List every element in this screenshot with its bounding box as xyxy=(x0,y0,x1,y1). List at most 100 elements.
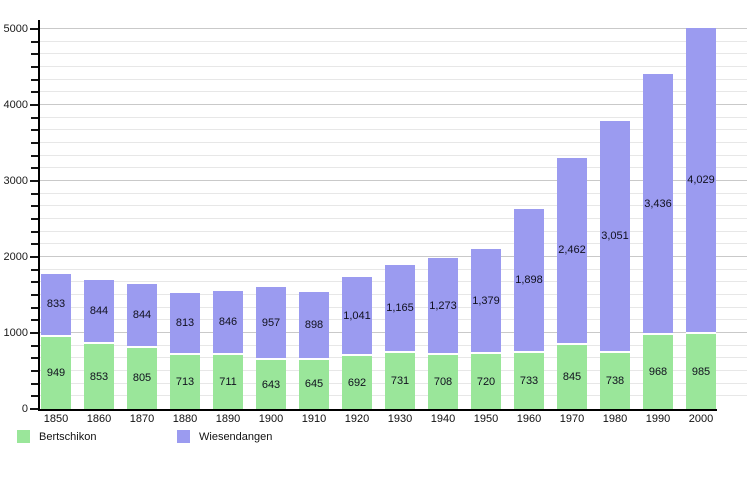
y-tick xyxy=(31,142,38,144)
legend-item-wiesendangen: Wiesendangen xyxy=(177,430,272,443)
y-tick xyxy=(31,306,38,309)
segment-bertschikon-1890: 711 xyxy=(213,354,243,409)
segment-bertschikon-1850: 949 xyxy=(41,336,71,409)
segment-bertschikon-1870: 805 xyxy=(127,347,157,409)
value-label-wiesendangen: 813 xyxy=(175,316,195,329)
y-tick xyxy=(31,78,38,81)
value-label-bertschikon: 708 xyxy=(433,376,453,389)
segment-bertschikon-1990: 968 xyxy=(643,335,673,409)
gridline-minor xyxy=(40,142,747,143)
segment-wiesendangen-1980: 3,051 xyxy=(600,121,630,353)
y-tick xyxy=(30,332,38,334)
segment-wiesendangen-1860: 844 xyxy=(84,280,114,345)
x-axis-label-1900: 1900 xyxy=(258,413,284,425)
gridline-minor xyxy=(40,40,747,42)
segment-bertschikon-1960: 733 xyxy=(514,353,544,409)
segment-wiesendangen-1990: 3,436 xyxy=(643,74,673,336)
x-axis-labels: 1850 1860 1870 1880 1890 1900 1910 1920 1930 1940… xyxy=(40,413,717,425)
value-label-bertschikon: 713 xyxy=(175,375,195,388)
segment-wiesendangen-1920: 1,041 xyxy=(342,277,372,357)
y-axis-label: 2000 xyxy=(3,251,28,263)
y-tick xyxy=(31,66,38,68)
value-label-bertschikon: 720 xyxy=(476,375,496,388)
y-tick xyxy=(30,256,38,258)
bar-2000: 4,029 985 xyxy=(686,27,716,409)
value-label-bertschikon: 805 xyxy=(132,372,152,385)
y-tick xyxy=(31,40,38,43)
x-axis-label-1950: 1950 xyxy=(473,413,499,425)
y-tick xyxy=(31,154,38,157)
legend-item-bertschikon: Bertschikon xyxy=(17,430,96,443)
bar-1950: 1,379 720 xyxy=(471,249,501,409)
gridline-major xyxy=(40,28,747,29)
value-label-bertschikon: 643 xyxy=(261,378,281,391)
value-label-bertschikon: 949 xyxy=(46,366,66,379)
bar-1890: 846 711 xyxy=(213,290,243,409)
value-label-wiesendangen: 1,898 xyxy=(515,274,543,287)
bar-1970: 2,462 845 xyxy=(557,157,587,409)
legend-label-wiesendangen: Wiesendangen xyxy=(199,430,273,443)
y-tick xyxy=(31,53,38,56)
x-axis-label-1870: 1870 xyxy=(129,413,155,425)
segment-wiesendangen-1870: 844 xyxy=(127,283,157,348)
segment-wiesendangen-1970: 2,462 xyxy=(557,157,587,345)
gridline-minor xyxy=(40,243,747,245)
y-axis-labels: 0 1000 2000 3000 4000 5000 xyxy=(0,20,30,415)
gridline-minor xyxy=(40,53,747,55)
wiesendangen-swatch-icon xyxy=(177,430,190,443)
y-tick xyxy=(30,180,38,182)
y-tick xyxy=(31,230,38,233)
gridline-major xyxy=(40,104,747,105)
y-tick xyxy=(31,129,38,132)
gridline-minor xyxy=(40,218,747,219)
segment-bertschikon-1860: 853 xyxy=(84,344,114,409)
value-label-wiesendangen: 833 xyxy=(46,298,66,311)
y-axis-label: 5000 xyxy=(3,23,28,35)
bar-1870: 844 805 xyxy=(127,283,157,409)
value-label-bertschikon: 968 xyxy=(648,366,668,379)
y-tick xyxy=(31,192,38,195)
y-axis-label: 3000 xyxy=(3,175,28,187)
value-label-bertschikon: 711 xyxy=(219,375,237,388)
segment-bertschikon-1950: 720 xyxy=(471,354,501,409)
value-label-bertschikon: 738 xyxy=(605,374,625,387)
bertschikon-swatch-icon xyxy=(17,430,30,443)
value-label-wiesendangen: 3,051 xyxy=(601,229,629,242)
segment-bertschikon-1920: 692 xyxy=(342,356,372,409)
value-label-wiesendangen: 1,041 xyxy=(343,309,371,322)
x-axis-label-1960: 1960 xyxy=(516,413,542,425)
segment-bertschikon-1910: 645 xyxy=(299,359,329,409)
gridline-minor xyxy=(40,192,747,194)
gridline-minor xyxy=(40,129,747,131)
segment-wiesendangen-1940: 1,273 xyxy=(428,258,458,356)
y-axis-label: 0 xyxy=(21,403,28,415)
bar-1920: 1,041 692 xyxy=(342,277,372,409)
x-axis-label-1860: 1860 xyxy=(86,413,112,425)
segment-bertschikon-1900: 643 xyxy=(256,360,286,409)
y-tick xyxy=(30,104,38,106)
segment-wiesendangen-2000: 4,029 xyxy=(686,27,716,335)
gridline-minor xyxy=(40,205,747,207)
y-tick xyxy=(30,28,38,30)
y-tick xyxy=(31,91,38,94)
x-axis-label-1880: 1880 xyxy=(172,413,198,425)
segment-bertschikon-1970: 845 xyxy=(557,344,587,409)
value-label-wiesendangen: 3,436 xyxy=(644,197,672,210)
bar-1940: 1,273 708 xyxy=(428,258,458,409)
segment-bertschikon-2000: 985 xyxy=(686,334,716,409)
gridline-minor xyxy=(40,91,747,93)
value-label-wiesendangen: 1,379 xyxy=(472,294,500,307)
segment-wiesendangen-1930: 1,165 xyxy=(385,264,415,354)
segment-bertschikon-1940: 708 xyxy=(428,355,458,409)
bar-1990: 3,436 968 xyxy=(643,74,673,409)
y-axis-label: 1000 xyxy=(3,327,28,339)
gridline-minor xyxy=(40,66,747,67)
segment-wiesendangen-1880: 813 xyxy=(170,293,200,355)
y-tick xyxy=(31,370,38,372)
y-tick xyxy=(31,205,38,208)
bar-1880: 813 713 xyxy=(170,293,200,409)
value-label-wiesendangen: 4,029 xyxy=(687,174,715,187)
y-tick xyxy=(31,319,38,322)
plot-area: 833 949 844 853 844 805 813 713 846 711 957 643 898 6… xyxy=(30,20,747,411)
segment-wiesendangen-1910: 898 xyxy=(299,291,329,360)
